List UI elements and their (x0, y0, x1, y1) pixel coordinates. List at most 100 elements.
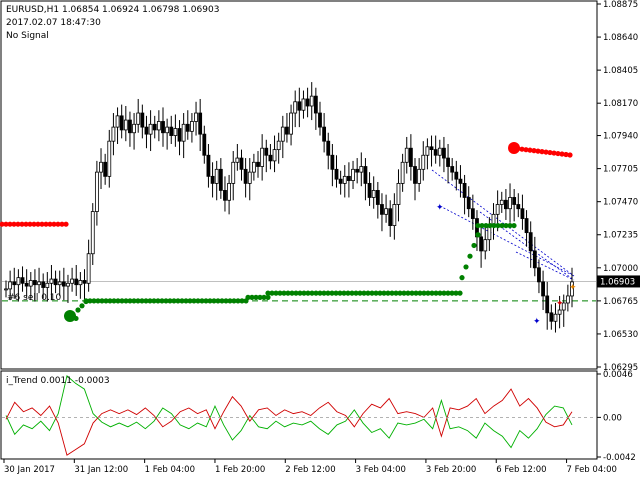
candle-body[interactable] (156, 121, 161, 131)
candle-body[interactable] (413, 166, 417, 184)
candle-body[interactable] (49, 278, 54, 284)
candle-body[interactable] (355, 168, 360, 173)
candle-body[interactable] (557, 309, 562, 315)
candle-body[interactable] (70, 278, 75, 284)
candle-body[interactable] (289, 112, 293, 135)
candle-body[interactable] (53, 278, 58, 286)
candle-body[interactable] (450, 166, 455, 173)
candle-body[interactable] (128, 119, 132, 134)
candle-body[interactable] (479, 236, 484, 252)
candle-body[interactable] (86, 253, 91, 284)
candle-body[interactable] (565, 295, 570, 304)
candle-body[interactable] (293, 101, 298, 114)
candle-body[interactable] (61, 281, 66, 287)
candle-body[interactable] (4, 288, 8, 291)
candle-body[interactable] (297, 101, 302, 111)
candle-body[interactable] (549, 312, 554, 322)
candle-body[interactable] (12, 281, 17, 286)
trend-line-short[interactable] (515, 251, 575, 281)
candle-body[interactable] (524, 218, 529, 234)
candle-body[interactable] (347, 175, 351, 181)
candle-body[interactable] (305, 98, 310, 107)
candle-body[interactable] (227, 182, 231, 201)
candle-body[interactable] (20, 277, 25, 284)
candle-body[interactable] (256, 161, 260, 167)
trend-line-mid[interactable] (439, 205, 575, 277)
candle-body[interactable] (37, 281, 41, 286)
candle-body[interactable] (66, 282, 70, 287)
candle-body[interactable] (280, 126, 285, 142)
candle-body[interactable] (264, 147, 269, 156)
candle-body[interactable] (380, 204, 384, 215)
candle-body[interactable] (8, 281, 13, 290)
candle-body[interactable] (185, 123, 190, 132)
candle-body[interactable] (268, 154, 273, 162)
candle-body[interactable] (371, 190, 376, 198)
candle-body[interactable] (326, 140, 331, 156)
candle-body[interactable] (392, 204, 397, 226)
candle-body[interactable] (528, 232, 533, 252)
candle-body[interactable] (396, 182, 401, 205)
candle-body[interactable] (512, 197, 517, 205)
candle-body[interactable] (140, 112, 145, 128)
candle-body[interactable] (454, 171, 459, 180)
candle-body[interactable] (33, 280, 37, 286)
candle-body[interactable] (561, 302, 566, 311)
candle-body[interactable] (16, 277, 21, 286)
candle-body[interactable] (417, 168, 422, 184)
candle-body[interactable] (239, 157, 244, 170)
candle-body[interactable] (334, 168, 339, 180)
candle-body[interactable] (206, 154, 211, 177)
candle-body[interactable] (57, 281, 62, 286)
candle-body[interactable] (173, 128, 178, 136)
candle-body[interactable] (516, 204, 521, 210)
trend-line-lower[interactable] (479, 211, 575, 281)
candle-body[interactable] (214, 168, 219, 184)
candle-body[interactable] (119, 115, 124, 131)
candle-body[interactable] (384, 208, 388, 215)
candle-body[interactable] (152, 123, 157, 131)
candle-body[interactable] (28, 280, 33, 287)
candle-body[interactable] (433, 149, 438, 156)
candle-body[interactable] (272, 149, 277, 162)
candle-body[interactable] (442, 147, 446, 159)
candle-body[interactable] (103, 161, 108, 177)
candle-body[interactable] (318, 112, 322, 128)
candle-body[interactable] (363, 166, 368, 184)
candle-body[interactable] (210, 175, 215, 184)
candle-body[interactable] (541, 281, 545, 297)
candle-body[interactable] (338, 178, 343, 184)
candle-body[interactable] (421, 154, 426, 170)
candle-body[interactable] (223, 190, 227, 201)
candle-body[interactable] (24, 282, 29, 287)
candle-body[interactable] (503, 199, 508, 210)
candle-body[interactable] (107, 140, 112, 177)
candle-body[interactable] (231, 161, 236, 184)
candle-body[interactable] (99, 161, 103, 173)
candle-body[interactable] (499, 199, 504, 205)
candle-body[interactable] (508, 197, 512, 210)
candle-body[interactable] (313, 95, 318, 114)
candle-body[interactable] (342, 175, 347, 184)
candle-body[interactable] (78, 280, 83, 286)
candle-body[interactable] (458, 178, 463, 184)
candle-body[interactable] (351, 168, 355, 181)
candle-body[interactable] (375, 190, 380, 205)
candle-body[interactable] (161, 121, 165, 134)
candle-body[interactable] (251, 161, 256, 173)
candle-body[interactable] (301, 98, 306, 111)
candle-body[interactable] (322, 126, 327, 142)
candle-body[interactable] (285, 126, 289, 135)
candle-body[interactable] (144, 126, 149, 135)
candle-body[interactable] (123, 119, 128, 131)
candle-body[interactable] (466, 197, 471, 210)
candle-body[interactable] (82, 280, 87, 284)
candle-body[interactable] (181, 123, 186, 142)
candle-body[interactable] (470, 208, 475, 219)
candle-body[interactable] (483, 239, 488, 252)
candle-body[interactable] (194, 112, 198, 122)
candle-body[interactable] (148, 123, 153, 135)
trend-line-upper[interactable] (431, 169, 575, 277)
candle-body[interactable] (169, 126, 174, 136)
